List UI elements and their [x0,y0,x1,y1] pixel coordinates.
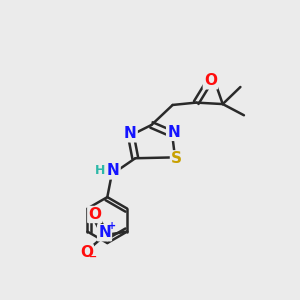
Text: N: N [124,126,136,141]
Text: H: H [95,164,106,177]
Text: N: N [167,125,180,140]
Text: +: + [107,221,116,231]
Text: O: O [204,73,217,88]
Text: N: N [107,164,120,178]
Text: −: − [89,252,98,262]
Text: S: S [171,151,182,166]
Text: O: O [80,245,93,260]
Text: N: N [98,225,111,240]
Text: O: O [88,207,101,222]
